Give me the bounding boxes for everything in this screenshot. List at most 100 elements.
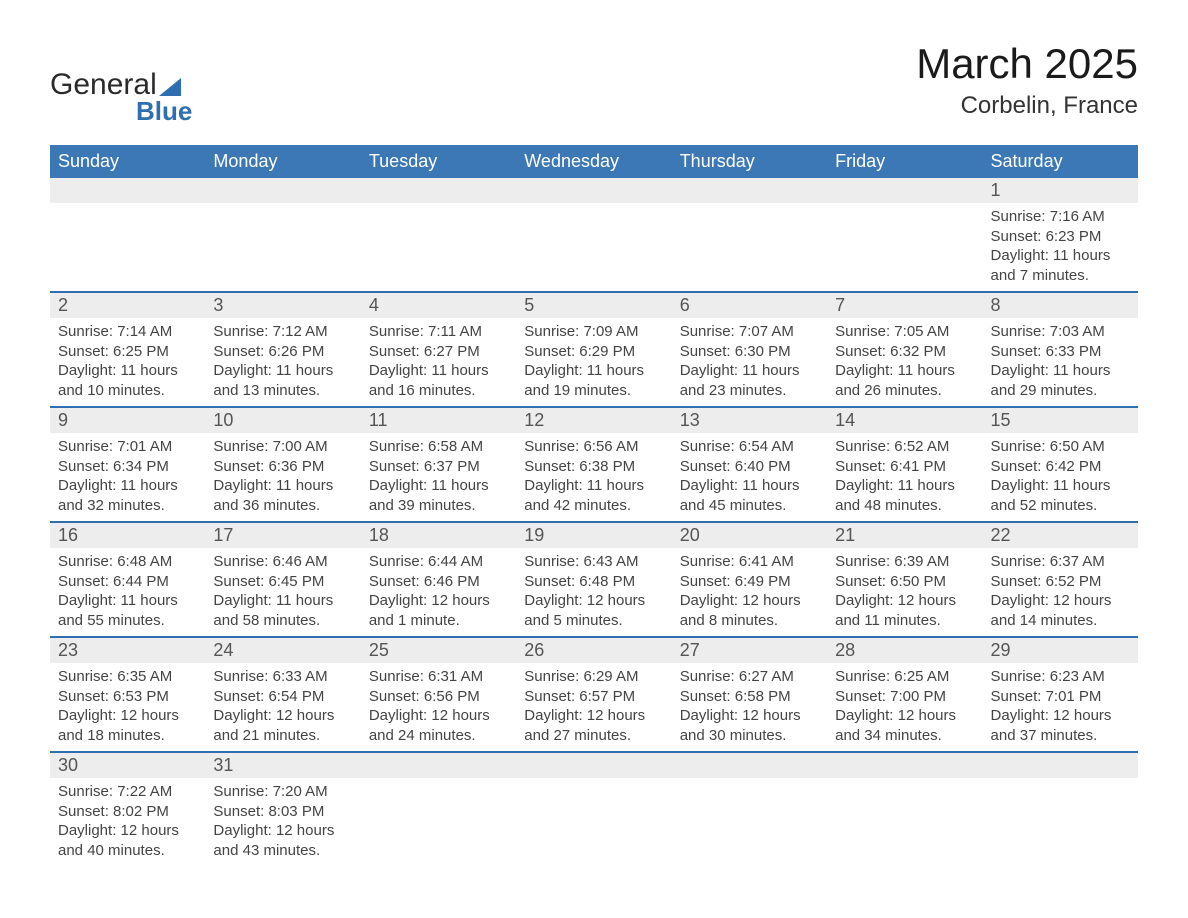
day-details: Sunrise: 6:52 AMSunset: 6:41 PMDaylight:… [827,433,982,521]
daylight-text: Daylight: 12 hours and 14 minutes. [991,591,1130,630]
day-number: 7 [827,293,982,318]
day-number [672,178,827,203]
day-details [205,203,360,213]
sunrise-text: Sunrise: 7:16 AM [991,207,1130,227]
sunset-text: Sunset: 6:25 PM [58,342,197,362]
sunset-text: Sunset: 6:33 PM [991,342,1130,362]
day-header: Monday [205,145,360,178]
day-details: Sunrise: 6:33 AMSunset: 6:54 PMDaylight:… [205,663,360,751]
daylight-text: Daylight: 12 hours and 24 minutes. [369,706,508,745]
sunrise-text: Sunrise: 7:07 AM [680,322,819,342]
calendar-cell: 2 Sunrise: 7:14 AMSunset: 6:25 PMDaylight… [50,292,205,407]
calendar-cell [672,178,827,292]
day-number [516,753,671,778]
day-details [672,778,827,788]
day-number: 31 [205,753,360,778]
daylight-text: Daylight: 12 hours and 34 minutes. [835,706,974,745]
day-number: 2 [50,293,205,318]
day-number: 27 [672,638,827,663]
day-details: Sunrise: 7:20 AMSunset: 8:03 PMDaylight:… [205,778,360,866]
day-details [361,778,516,788]
sunset-text: Sunset: 6:42 PM [991,457,1130,477]
sunset-text: Sunset: 6:41 PM [835,457,974,477]
daylight-text: Daylight: 11 hours and 29 minutes. [991,361,1130,400]
sunset-text: Sunset: 6:57 PM [524,687,663,707]
daylight-text: Daylight: 11 hours and 39 minutes. [369,476,508,515]
calendar-cell: 4Sunrise: 7:11 AMSunset: 6:27 PMDaylight… [361,292,516,407]
calendar-cell: 23Sunrise: 6:35 AMSunset: 6:53 PMDayligh… [50,637,205,752]
day-number: 8 [983,293,1138,318]
sunrise-text: Sunrise: 6:54 AM [680,437,819,457]
sunset-text: Sunset: 8:03 PM [213,802,352,822]
day-header: Tuesday [361,145,516,178]
calendar-cell: 1Sunrise: 7:16 AMSunset: 6:23 PMDaylight… [983,178,1138,292]
daylight-text: Daylight: 11 hours and 16 minutes. [369,361,508,400]
calendar-cell: 29Sunrise: 6:23 AMSunset: 7:01 PMDayligh… [983,637,1138,752]
daylight-text: Daylight: 11 hours and 52 minutes. [991,476,1130,515]
sunrise-text: Sunrise: 6:25 AM [835,667,974,687]
sunrise-text: Sunrise: 6:35 AM [58,667,197,687]
sunset-text: Sunset: 6:36 PM [213,457,352,477]
brand-logo: General Blue [50,68,192,127]
daylight-text: Daylight: 12 hours and 37 minutes. [991,706,1130,745]
calendar-cell: 25Sunrise: 6:31 AMSunset: 6:56 PMDayligh… [361,637,516,752]
sunrise-text: Sunrise: 6:50 AM [991,437,1130,457]
sunrise-text: Sunrise: 6:33 AM [213,667,352,687]
daylight-text: Daylight: 12 hours and 8 minutes. [680,591,819,630]
day-header: Friday [827,145,982,178]
day-number [827,753,982,778]
calendar-cell: 17Sunrise: 6:46 AMSunset: 6:45 PMDayligh… [205,522,360,637]
day-details: Sunrise: 6:41 AMSunset: 6:49 PMDaylight:… [672,548,827,636]
calendar-cell: 10Sunrise: 7:00 AMSunset: 6:36 PMDayligh… [205,407,360,522]
calendar-week: 16Sunrise: 6:48 AMSunset: 6:44 PMDayligh… [50,522,1138,637]
sunrise-text: Sunrise: 7:14 AM [58,322,197,342]
day-number: 14 [827,408,982,433]
day-details: Sunrise: 6:46 AMSunset: 6:45 PMDaylight:… [205,548,360,636]
sunset-text: Sunset: 6:23 PM [991,227,1130,247]
sunset-text: Sunset: 6:58 PM [680,687,819,707]
day-details: Sunrise: 7:09 AMSunset: 6:29 PMDaylight:… [516,318,671,406]
calendar-cell: 26Sunrise: 6:29 AMSunset: 6:57 PMDayligh… [516,637,671,752]
day-details: Sunrise: 6:29 AMSunset: 6:57 PMDaylight:… [516,663,671,751]
calendar-cell: 27Sunrise: 6:27 AMSunset: 6:58 PMDayligh… [672,637,827,752]
day-details [50,203,205,213]
calendar-week: 2Sunrise: 7:14 AMSunset: 6:25 PMDaylight… [50,292,1138,407]
page-title: March 2025 [916,40,1138,88]
day-details: Sunrise: 7:07 AMSunset: 6:30 PMDaylight:… [672,318,827,406]
sunset-text: Sunset: 6:49 PM [680,572,819,592]
daylight-text: Daylight: 11 hours and 10 minutes. [58,361,197,400]
sunset-text: Sunset: 6:40 PM [680,457,819,477]
day-number: 20 [672,523,827,548]
calendar-week: 30Sunrise: 7:22 AMSunset: 8:02 PMDayligh… [50,752,1138,866]
sunrise-text: Sunrise: 6:31 AM [369,667,508,687]
day-details [983,778,1138,788]
sunset-text: Sunset: 6:50 PM [835,572,974,592]
calendar-cell: 11Sunrise: 6:58 AMSunset: 6:37 PMDayligh… [361,407,516,522]
sunset-text: Sunset: 8:02 PM [58,802,197,822]
sunrise-text: Sunrise: 6:27 AM [680,667,819,687]
day-number: 5 [516,293,671,318]
header: General Blue March 2025 Corbelin, France [50,40,1138,127]
day-details [516,203,671,213]
day-number: 13 [672,408,827,433]
calendar-cell [50,178,205,292]
day-number [361,178,516,203]
day-number [50,178,205,203]
day-details: Sunrise: 7:11 AMSunset: 6:27 PMDaylight:… [361,318,516,406]
sunset-text: Sunset: 6:26 PM [213,342,352,362]
day-details [672,203,827,213]
sunset-text: Sunset: 6:37 PM [369,457,508,477]
daylight-text: Daylight: 11 hours and 26 minutes. [835,361,974,400]
daylight-text: Daylight: 12 hours and 40 minutes. [58,821,197,860]
day-number: 22 [983,523,1138,548]
calendar-cell: 13Sunrise: 6:54 AMSunset: 6:40 PMDayligh… [672,407,827,522]
sunrise-text: Sunrise: 6:23 AM [991,667,1130,687]
sunset-text: Sunset: 6:45 PM [213,572,352,592]
day-header-row: Sunday Monday Tuesday Wednesday Thursday… [50,145,1138,178]
calendar-cell [516,178,671,292]
sunrise-text: Sunrise: 6:44 AM [369,552,508,572]
sunrise-text: Sunrise: 7:09 AM [524,322,663,342]
calendar-cell [827,752,982,866]
calendar-cell: 24Sunrise: 6:33 AMSunset: 6:54 PMDayligh… [205,637,360,752]
sunrise-text: Sunrise: 6:58 AM [369,437,508,457]
